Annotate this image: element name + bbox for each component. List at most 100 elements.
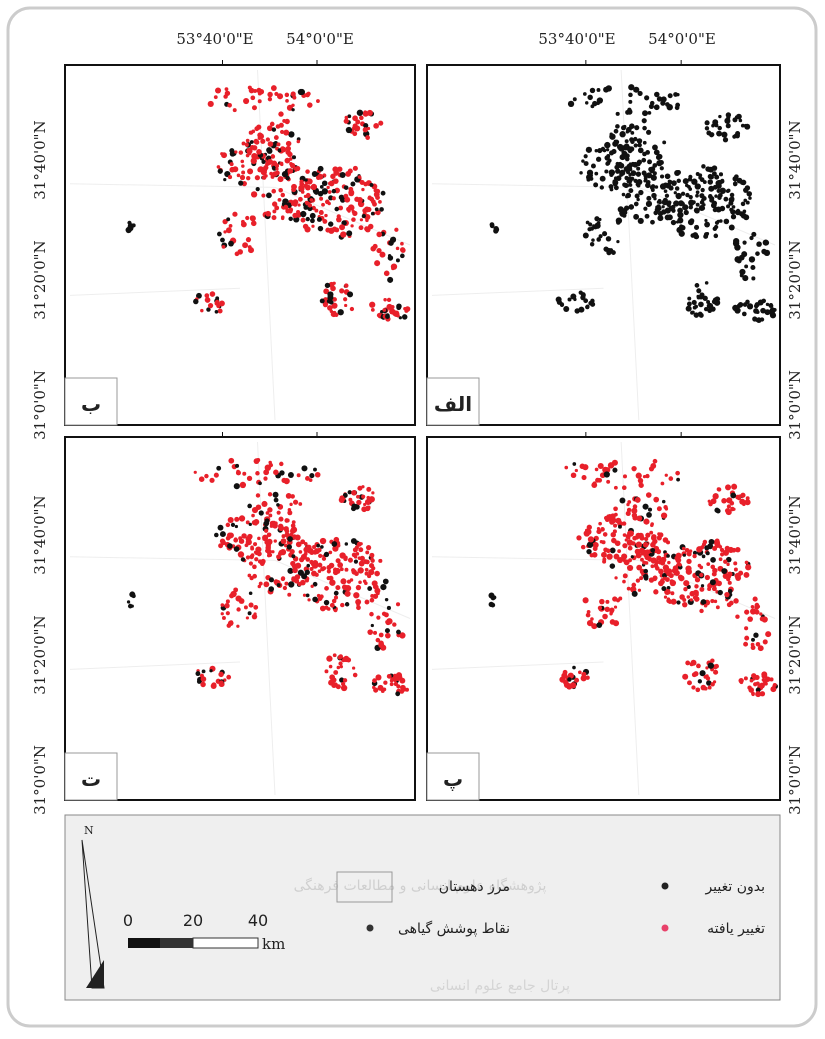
vegetation-point (383, 298, 386, 301)
vegetation-point (315, 472, 321, 478)
vegetation-point (730, 209, 735, 214)
legend-label: نقاط پوشش گیاهی (398, 920, 510, 937)
vegetation-point (378, 642, 384, 648)
vegetation-point (588, 536, 594, 542)
vegetation-point (227, 623, 232, 628)
vegetation-point (626, 170, 630, 174)
vegetation-point (614, 486, 618, 490)
vegetation-point (402, 314, 407, 319)
vegetation-point (249, 561, 253, 565)
vegetation-point (373, 688, 378, 693)
vegetation-point (254, 557, 258, 561)
vegetation-point (751, 638, 755, 642)
vegetation-point (266, 137, 270, 141)
vegetation-point (599, 599, 604, 604)
vegetation-point (295, 535, 301, 541)
vegetation-point (701, 199, 704, 202)
vegetation-point (644, 95, 649, 100)
vegetation-point (305, 557, 310, 562)
vegetation-point (306, 194, 310, 198)
vegetation-point (694, 207, 700, 213)
vegetation-point (273, 470, 279, 476)
vegetation-point (332, 226, 337, 231)
vegetation-point (265, 549, 269, 553)
vegetation-point (570, 682, 576, 688)
vegetation-point (232, 212, 237, 217)
vegetation-point (591, 164, 596, 169)
vegetation-point (650, 522, 654, 526)
vegetation-point (675, 186, 680, 191)
vegetation-point (590, 617, 594, 621)
vegetation-point (251, 221, 257, 227)
vegetation-point (612, 179, 616, 183)
vegetation-point (714, 225, 718, 229)
vegetation-point (744, 609, 749, 614)
vegetation-point (374, 585, 379, 590)
panel-label: پ (443, 767, 463, 791)
vegetation-point (311, 225, 314, 228)
vegetation-point (324, 552, 329, 557)
vegetation-point (253, 542, 257, 546)
vegetation-point (258, 133, 264, 139)
vegetation-point (676, 220, 679, 223)
vegetation-point (682, 602, 687, 607)
vegetation-point (208, 303, 213, 308)
vegetation-point (684, 210, 689, 215)
vegetation-point (633, 179, 637, 183)
vegetation-point (622, 182, 627, 187)
scale-bar (193, 938, 258, 948)
vegetation-point (643, 207, 647, 211)
vegetation-point (305, 579, 309, 583)
vegetation-point (665, 474, 668, 477)
vegetation-point (268, 586, 274, 592)
vegetation-point (762, 616, 768, 622)
vegetation-point (641, 158, 646, 163)
vegetation-point (211, 683, 217, 689)
vegetation-point (375, 195, 380, 200)
vegetation-point (277, 93, 283, 99)
vegetation-point (763, 639, 768, 644)
vegetation-point (335, 585, 340, 590)
vegetation-point (291, 108, 294, 111)
vegetation-point (278, 524, 283, 529)
vegetation-point (770, 304, 774, 308)
vegetation-point (264, 174, 268, 178)
vegetation-point (339, 224, 345, 230)
vegetation-point (560, 303, 564, 307)
vegetation-point (250, 140, 254, 144)
vegetation-point (741, 213, 747, 219)
vegetation-point (733, 181, 738, 186)
vegetation-point (357, 542, 362, 547)
vegetation-point (383, 681, 387, 685)
vegetation-point (316, 99, 320, 103)
vegetation-point (267, 92, 272, 97)
vegetation-point (334, 207, 339, 212)
vegetation-point (283, 130, 289, 136)
vegetation-point (687, 297, 691, 301)
vegetation-point (276, 503, 280, 507)
vegetation-point (711, 203, 717, 209)
vegetation-point (346, 658, 351, 663)
vegetation-point (755, 603, 760, 608)
vegetation-point (645, 533, 650, 538)
vegetation-point (369, 302, 375, 308)
vegetation-point (303, 205, 308, 210)
vegetation-point (755, 675, 760, 680)
vegetation-point (250, 95, 255, 100)
vegetation-point (723, 137, 728, 142)
vegetation-point (359, 116, 364, 121)
vegetation-point (240, 175, 245, 180)
vegetation-point (611, 149, 616, 154)
vegetation-point (679, 594, 685, 600)
vegetation-point (721, 568, 727, 574)
vegetation-point (396, 258, 400, 262)
vegetation-point (236, 607, 240, 611)
vegetation-point (354, 571, 359, 576)
vegetation-point (221, 612, 224, 615)
vegetation-point (604, 170, 608, 174)
vegetation-point (639, 576, 643, 580)
vegetation-point (264, 529, 268, 533)
vegetation-point (572, 462, 576, 466)
vegetation-point (576, 535, 581, 540)
vegetation-point (336, 558, 341, 563)
